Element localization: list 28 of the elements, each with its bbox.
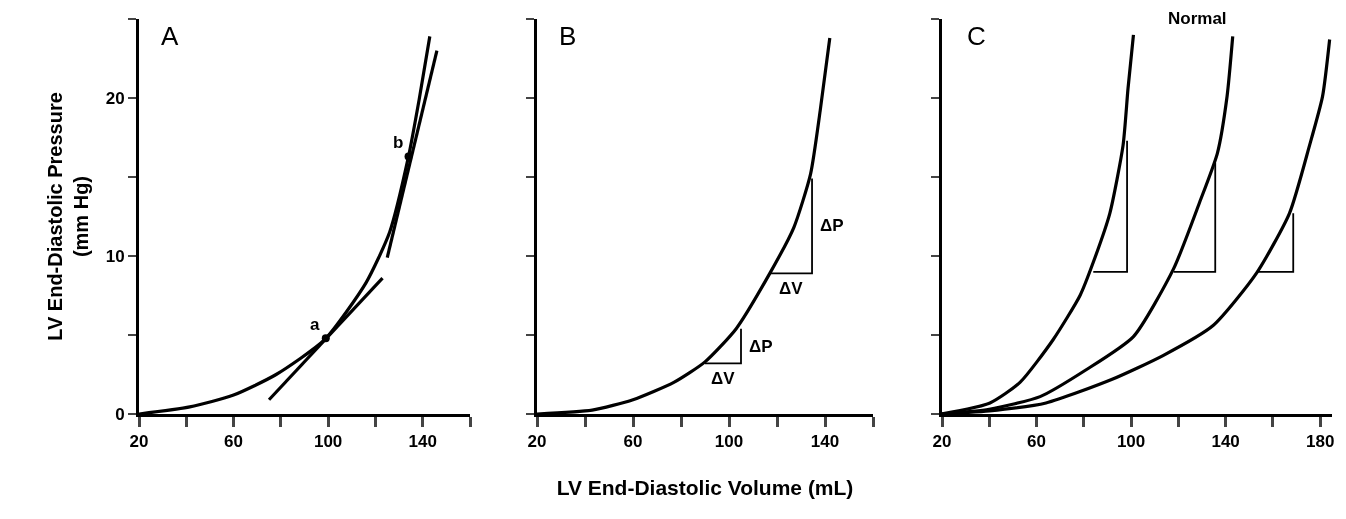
x-tick-label: 180 — [1305, 432, 1335, 452]
x-tick-label: 60 — [224, 432, 244, 452]
x-axis-title: LV End-Diastolic Volume (mL) — [556, 475, 854, 499]
annotation: ΔV — [779, 279, 804, 298]
x-tick-label: 20 — [129, 432, 149, 452]
annotation: ΔV — [711, 369, 736, 388]
annotation: ΔP — [749, 337, 773, 356]
x-tick-label: 140 — [1211, 432, 1240, 452]
x-tick-label: 140 — [408, 432, 437, 452]
y-tick-label: 10 — [105, 246, 125, 266]
y-axis-title: LV End-Diastolic Pressure (mm Hg) — [44, 92, 93, 341]
x-tick-label: 100 — [714, 432, 744, 452]
annotation: Normal — [1168, 9, 1227, 28]
x-tick-label: 60 — [1027, 432, 1047, 452]
x-tick-label: 20 — [932, 432, 952, 452]
y-tick-label: 0 — [115, 404, 125, 424]
y-tick-label: 20 — [105, 88, 125, 108]
chart-title: A — [161, 21, 179, 51]
annotation: a — [310, 315, 320, 334]
x-tick-label: 60 — [623, 432, 643, 452]
x-tick-label: 20 — [527, 432, 547, 452]
annotation: ΔP — [820, 216, 844, 235]
x-tick-label: 140 — [810, 432, 840, 452]
chart-title: B — [559, 21, 577, 51]
x-tick-label: 100 — [313, 432, 343, 452]
chart-title: C — [967, 21, 986, 51]
annotation: b — [393, 133, 404, 152]
x-tick-label: 100 — [1116, 432, 1146, 452]
